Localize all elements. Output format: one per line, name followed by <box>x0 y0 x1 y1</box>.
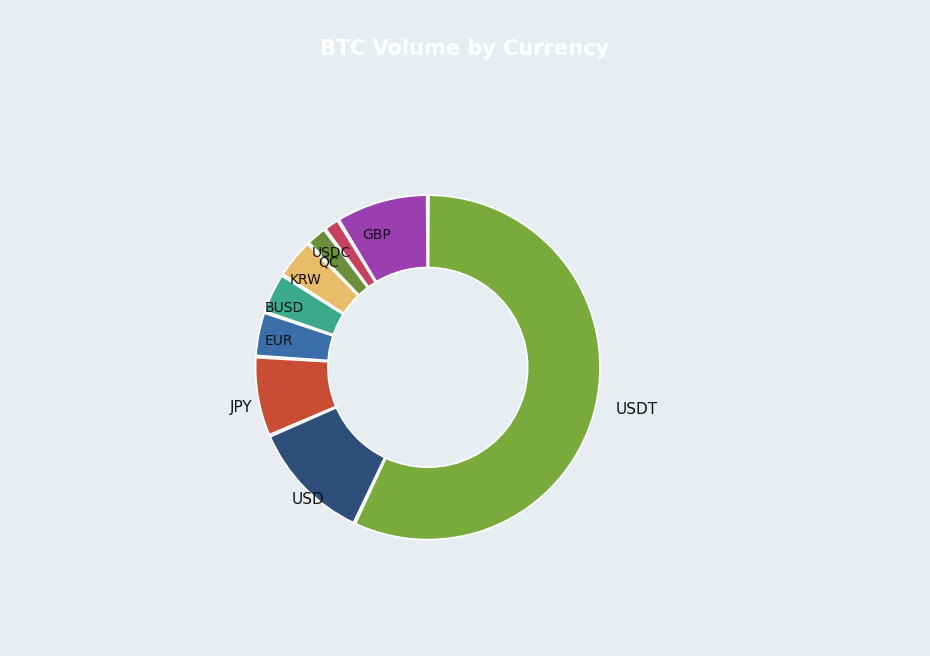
Wedge shape <box>355 195 600 539</box>
Text: KRW: KRW <box>289 273 321 287</box>
Text: GBP: GBP <box>362 228 391 241</box>
Wedge shape <box>309 230 367 295</box>
Wedge shape <box>265 276 343 335</box>
Text: EUR: EUR <box>264 334 293 348</box>
Text: USD: USD <box>292 492 325 506</box>
Text: USDC: USDC <box>312 246 351 260</box>
Text: USDT: USDT <box>616 402 658 417</box>
Wedge shape <box>256 358 336 435</box>
Text: QC: QC <box>318 255 339 270</box>
Wedge shape <box>326 221 376 287</box>
Text: BUSD: BUSD <box>264 301 303 315</box>
Wedge shape <box>339 195 427 281</box>
Wedge shape <box>256 313 333 360</box>
Text: JPY: JPY <box>230 400 253 415</box>
Wedge shape <box>283 244 358 314</box>
Text: BTC Volume by Currency: BTC Volume by Currency <box>321 39 609 59</box>
Wedge shape <box>271 407 385 523</box>
